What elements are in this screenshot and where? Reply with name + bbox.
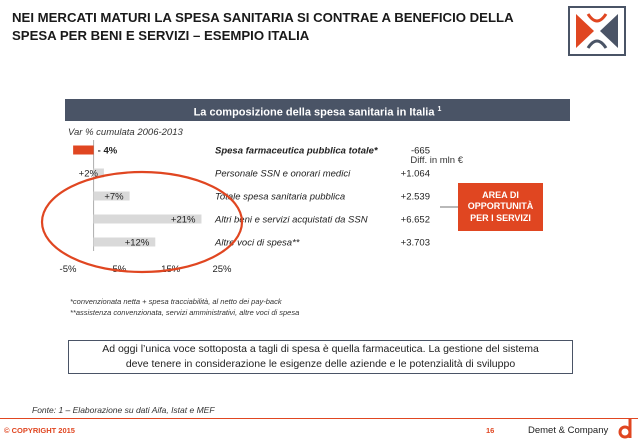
summary-line-1: Ad oggi l’unica voce sottoposta a tagli … <box>102 343 539 355</box>
category-label-4: Altre voci di spesa** <box>214 238 300 249</box>
category-label-2: Totale spesa sanitaria pubblica <box>215 192 345 203</box>
footnote-other: **assistenza convenzionata, servizi ammi… <box>70 308 300 317</box>
bar-2 <box>93 191 130 201</box>
summary-box: Ad oggi l’unica voce sottoposta a tagli … <box>68 340 573 374</box>
callout-line-3: PER I SERVIZI <box>470 212 531 223</box>
copyright-text: © COPYRIGHT 2015 <box>4 426 75 435</box>
footer-divider <box>0 418 638 419</box>
slide-title: NEI MERCATI MATURI LA SPESA SANITARIA SI… <box>12 9 552 45</box>
category-label-1: Personale SSN e onorari medici <box>215 169 351 180</box>
x-tick-label-0: -5% <box>60 264 77 275</box>
bar-value-label-2: +7% <box>104 192 124 203</box>
x-tick-label-3: 25% <box>212 264 232 275</box>
diff-value-3: +6.652 <box>401 215 430 226</box>
bar-value-label-0: - 4% <box>98 146 118 157</box>
diff-column-header: Diff. in mln € <box>410 155 463 166</box>
x-tick-label-1: 5% <box>112 264 126 275</box>
bar-3 <box>93 214 202 224</box>
chart-subtitle: Var % cumulata 2006-2013 <box>68 127 183 138</box>
callout-line-2: OPPORTUNITÀ <box>467 201 534 212</box>
bar-value-label-4: +12% <box>125 238 150 249</box>
diff-value-1: +1.064 <box>401 169 430 180</box>
title-line-1: NEI MERCATI MATURI LA SPESA SANITARIA SI… <box>12 10 514 25</box>
diff-value-2: +2.539 <box>401 192 430 203</box>
section-title-footnote-ref: 1 <box>437 106 442 113</box>
source-note: Fonte: 1 – Elaborazione su dati Aifa, Is… <box>32 405 215 415</box>
category-label-3: Altri beni e servizi acquistati da SSN <box>214 215 368 226</box>
callout-line-1: AREA DI <box>482 189 519 200</box>
company-logo <box>568 6 626 56</box>
highlight-ellipse <box>40 170 244 274</box>
company-name: Demet & Company <box>528 425 609 436</box>
opportunity-callout: AREA DI OPPORTUNITÀ PER I SERVIZI <box>458 183 543 231</box>
bar-0 <box>73 145 94 155</box>
section-title: La composizione della spesa sanitaria in… <box>193 106 435 119</box>
footer-logo-mark <box>618 418 632 439</box>
page-number: 16 <box>486 426 495 435</box>
section-title-bar: La composizione della spesa sanitaria in… <box>65 99 570 121</box>
diff-value-4: +3.703 <box>401 238 430 249</box>
bar-value-label-3: +21% <box>171 215 196 226</box>
diff-value-0: -665 <box>411 146 430 157</box>
title-line-2: SPESA PER BENI E SERVIZI – ESEMPIO ITALI… <box>12 28 310 43</box>
bar-1 <box>93 168 104 178</box>
footnote-pharma: *convenzionata netta + spesa tracciabili… <box>70 297 282 306</box>
summary-line-2: deve tenere in considerazione le esigenz… <box>125 358 516 370</box>
bar-4 <box>93 237 156 247</box>
category-label-0: Spesa farmaceutica pubblica totale* <box>215 146 379 157</box>
bar-value-label-1: +2% <box>79 169 99 180</box>
